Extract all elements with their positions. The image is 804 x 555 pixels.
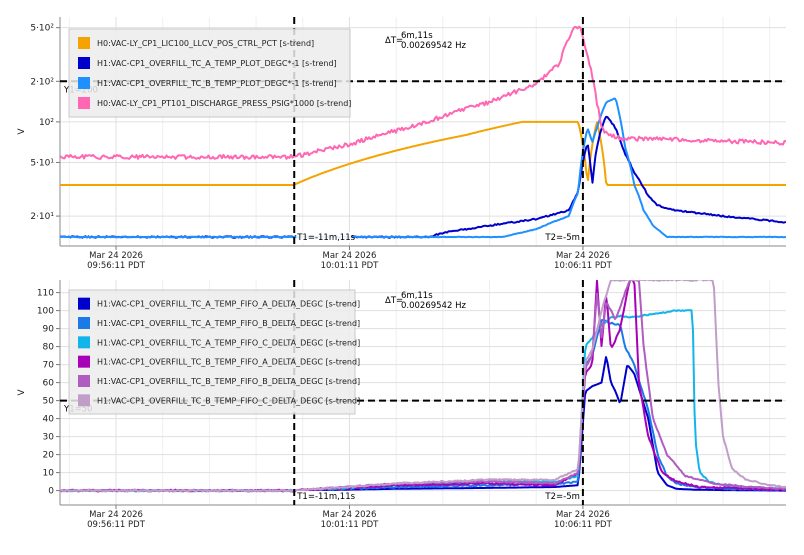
y-tick-label: 20 [43,451,55,461]
y-tick-label: 50 [43,397,55,407]
cursor-t2-label: T2=-5m [544,233,579,243]
y-tick-label: 70 [43,361,55,371]
legend-entry: H1:VAC-CP1_OVERFILL_TC_A_TEMP_FIFO_C_DEL… [97,338,360,347]
legend-entry: H1:VAC-CP1_OVERFILL_TC_B_TEMP_FIFO_A_DEL… [97,358,360,367]
delta-t-value: 6m,11s [401,31,433,41]
x-tick-time: 10:06:11 PDT [554,261,613,271]
legend-swatch [78,394,90,407]
y-axis-label: V [17,389,27,396]
x-tick-time: 09:56:11 PDT [87,520,146,530]
x-tick-date: Mar 24 2026 [89,251,143,261]
cursor-t2-label: T2=-5m [544,492,579,502]
legend-entry: H0:VAC-LY_CP1_LIC100_LLCV_POS_CTRL_PCT [… [97,39,314,48]
legend-swatch [78,355,90,368]
y-tick-label: 40 [43,415,55,425]
y-tick-label: 2·10² [30,77,54,87]
y-tick-label: 80 [43,343,55,353]
y-tick-label: 2·10¹ [30,212,54,222]
delta-frequency: 0.00269542 Hz [401,301,466,311]
series-line [60,25,786,160]
delta-frequency: 0.00269542 Hz [401,41,466,51]
delta-t-value: 6m,11s [401,291,433,301]
x-tick-date: Mar 24 2026 [556,251,610,261]
x-tick-date: Mar 24 2026 [556,510,610,520]
delta-t-label: ΔT= [385,36,403,46]
series-line [60,120,786,186]
cursor-t2-label-bg [548,491,581,502]
series-line [60,97,786,239]
x-tick-time: 10:01:11 PDT [321,520,380,530]
y-tick-label: 30 [43,433,55,443]
legend-entry: H1:VAC-CP1_OVERFILL_TC_B_TEMP_FIFO_B_DEL… [97,377,360,386]
x-tick-time: 10:01:11 PDT [321,261,380,271]
y-tick-label: 5·10² [30,24,54,34]
legend-swatch [78,97,90,109]
legend-swatch [78,336,90,349]
legend-swatch [78,375,90,387]
series-group [60,25,786,239]
legend-entry: H1:VAC-CP1_OVERFILL_TC_A_TEMP_FIFO_A_DEL… [97,300,360,309]
y-tick-label: 10² [39,118,54,128]
legend-entry: H1:VAC-CP1_OVERFILL_TC_B_TEMP_FIFO_C_DEL… [97,396,360,405]
legend-entry: H0:VAC-LY_CP1_PT101_DISCHARGE_PRESS_PSIG… [97,99,351,108]
y-tick-label: 0 [48,487,54,497]
x-tick-date: Mar 24 2026 [323,251,377,261]
series-line [60,280,786,493]
legend-swatch [78,297,90,310]
y-tick-label: 100 [37,307,54,317]
x-tick-time: 10:06:11 PDT [554,520,613,530]
legend-entry: H1:VAC-CP1_OVERFILL_TC_A_TEMP_FIFO_B_DEL… [97,319,360,328]
legend-entry: H1:VAC-CP1_OVERFILL_TC_B_TEMP_PLOT_DEGC*… [97,79,337,88]
legend-box [68,289,356,415]
x-tick-time: 09:56:11 PDT [87,261,146,271]
legend-swatch [78,37,90,49]
y-axis-label: V [17,128,27,135]
legend-swatch [78,57,90,69]
cursor-t1-label-bg [296,491,352,502]
legend-swatch [78,77,90,89]
x-tick-date: Mar 24 2026 [89,510,143,520]
cursor-t2-label-bg [548,232,581,243]
x-tick-date: Mar 24 2026 [323,510,377,520]
legend-entry: H1:VAC-CP1_OVERFILL_TC_A_TEMP_PLOT_DEGC*… [97,59,337,68]
y-tick-label: 10 [43,469,55,479]
cursor-t1-label-bg [296,232,352,243]
cursor-t1-label: T1=-11m,11s [296,492,355,502]
series-group [60,280,786,493]
y-tick-label: 60 [43,379,55,389]
legend-swatch [78,317,90,329]
y-tick-label: 5·10¹ [30,158,54,168]
y-tick-label: 90 [43,325,55,335]
delta-t-label: ΔT= [385,296,403,306]
y-tick-label: 110 [37,289,54,299]
cursor-t1-label: T1=-11m,11s [296,233,355,243]
legend-box [68,28,351,118]
